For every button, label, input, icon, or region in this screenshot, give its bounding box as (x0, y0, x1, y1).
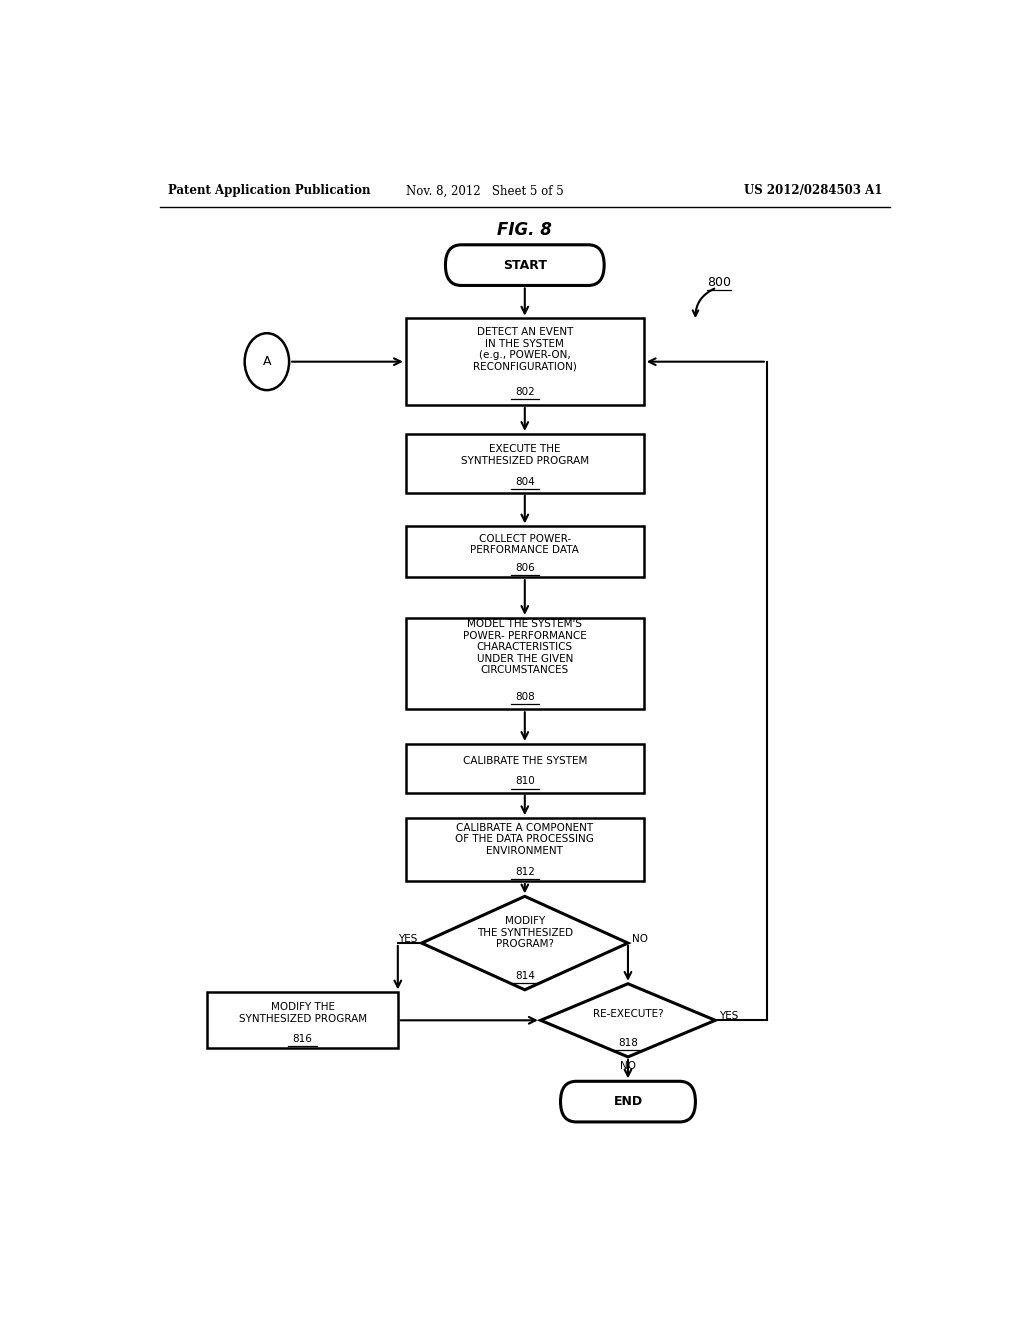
Text: 806: 806 (515, 564, 535, 573)
Text: A: A (262, 355, 271, 368)
Text: CALIBRATE THE SYSTEM: CALIBRATE THE SYSTEM (463, 756, 587, 766)
Text: MODEL THE SYSTEM'S
POWER- PERFORMANCE
CHARACTERISTICS
UNDER THE GIVEN
CIRCUMSTAN: MODEL THE SYSTEM'S POWER- PERFORMANCE CH… (463, 619, 587, 676)
Text: 804: 804 (515, 477, 535, 487)
Bar (406, 527, 644, 577)
Text: START: START (503, 259, 547, 272)
Text: MODIFY THE
SYNTHESIZED PROGRAM: MODIFY THE SYNTHESIZED PROGRAM (239, 1002, 367, 1024)
Text: 816: 816 (293, 1034, 312, 1044)
Text: NO: NO (620, 1061, 636, 1071)
Text: 818: 818 (618, 1038, 638, 1048)
Text: 808: 808 (515, 692, 535, 702)
Text: 812: 812 (515, 867, 535, 876)
Text: 814: 814 (515, 970, 535, 981)
Text: EXECUTE THE
SYNTHESIZED PROGRAM: EXECUTE THE SYNTHESIZED PROGRAM (461, 445, 589, 466)
Text: US 2012/0284503 A1: US 2012/0284503 A1 (743, 185, 882, 198)
Polygon shape (422, 896, 628, 990)
Bar (406, 618, 644, 709)
FancyBboxPatch shape (560, 1081, 695, 1122)
Text: YES: YES (398, 935, 418, 944)
Polygon shape (541, 983, 715, 1057)
Bar (406, 434, 644, 492)
Text: RE-EXECUTE?: RE-EXECUTE? (593, 1010, 664, 1019)
Text: Patent Application Publication: Patent Application Publication (168, 185, 371, 198)
Text: COLLECT POWER-
PERFORMANCE DATA: COLLECT POWER- PERFORMANCE DATA (470, 533, 580, 556)
Circle shape (245, 333, 289, 391)
Text: 810: 810 (515, 776, 535, 787)
Bar (207, 993, 397, 1048)
Bar (406, 744, 644, 792)
FancyBboxPatch shape (445, 244, 604, 285)
Text: FIG. 8: FIG. 8 (498, 220, 552, 239)
Text: 800: 800 (708, 276, 731, 289)
Text: CALIBRATE A COMPONENT
OF THE DATA PROCESSING
ENVIRONMENT: CALIBRATE A COMPONENT OF THE DATA PROCES… (456, 822, 594, 855)
Bar (406, 318, 644, 405)
Text: YES: YES (719, 1011, 738, 1022)
Text: 802: 802 (515, 387, 535, 397)
Text: MODIFY
THE SYNTHESIZED
PROGRAM?: MODIFY THE SYNTHESIZED PROGRAM? (477, 916, 572, 949)
Text: Nov. 8, 2012   Sheet 5 of 5: Nov. 8, 2012 Sheet 5 of 5 (407, 185, 564, 198)
Text: NO: NO (632, 935, 648, 944)
Text: DETECT AN EVENT
IN THE SYSTEM
(e.g., POWER-ON,
RECONFIGURATION): DETECT AN EVENT IN THE SYSTEM (e.g., POW… (473, 327, 577, 372)
Bar (406, 818, 644, 880)
Text: END: END (613, 1096, 642, 1107)
